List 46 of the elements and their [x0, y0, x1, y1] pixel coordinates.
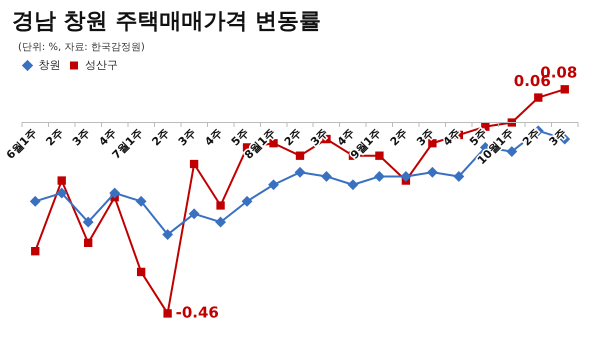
point	[374, 171, 384, 182]
point	[136, 268, 146, 276]
point	[348, 180, 358, 190]
x-tick-label: 3주	[546, 126, 569, 148]
x-tick-label: 4주	[334, 126, 358, 148]
x-tick-label: 2주	[520, 126, 542, 148]
point	[216, 201, 225, 210]
x-tick-label: 4주	[202, 126, 225, 148]
x-tick-label: 4주	[440, 126, 463, 148]
point	[162, 230, 173, 240]
x-tick-label: 3주	[308, 126, 331, 148]
x-tick-label: 2주	[282, 126, 304, 148]
x-tick-label: 3주	[414, 126, 437, 148]
data-label: -0.46	[176, 303, 219, 322]
point	[268, 180, 279, 190]
point	[216, 217, 226, 228]
point	[242, 196, 252, 206]
point	[110, 188, 120, 198]
point	[427, 167, 438, 178]
chart-title: 경남 창원 주택매매가격 변동률	[12, 8, 321, 36]
point	[30, 196, 40, 206]
legend-label: 창원	[38, 58, 60, 72]
chart-subtitle: (단위: %, 자료: 한국감정원)	[18, 41, 145, 54]
point	[58, 176, 66, 185]
point	[163, 309, 172, 318]
point	[190, 160, 198, 168]
point	[508, 118, 516, 127]
point	[400, 171, 411, 182]
point	[31, 246, 40, 256]
legend-label: 성산구	[85, 58, 118, 72]
point	[189, 208, 200, 219]
point	[136, 196, 146, 206]
x-tick-label: 2주	[43, 126, 66, 148]
x-tick-label: 3주	[70, 126, 92, 148]
point	[56, 188, 67, 198]
point	[83, 217, 94, 228]
point	[454, 171, 464, 182]
point	[560, 85, 569, 94]
point	[84, 238, 92, 248]
point	[296, 152, 304, 160]
x-tick-label: 2주	[388, 126, 410, 148]
x-tick-label: 3주	[176, 126, 198, 148]
point	[295, 167, 305, 178]
x-tick-label: 2주	[149, 126, 172, 148]
point	[534, 93, 542, 102]
point	[321, 171, 332, 182]
